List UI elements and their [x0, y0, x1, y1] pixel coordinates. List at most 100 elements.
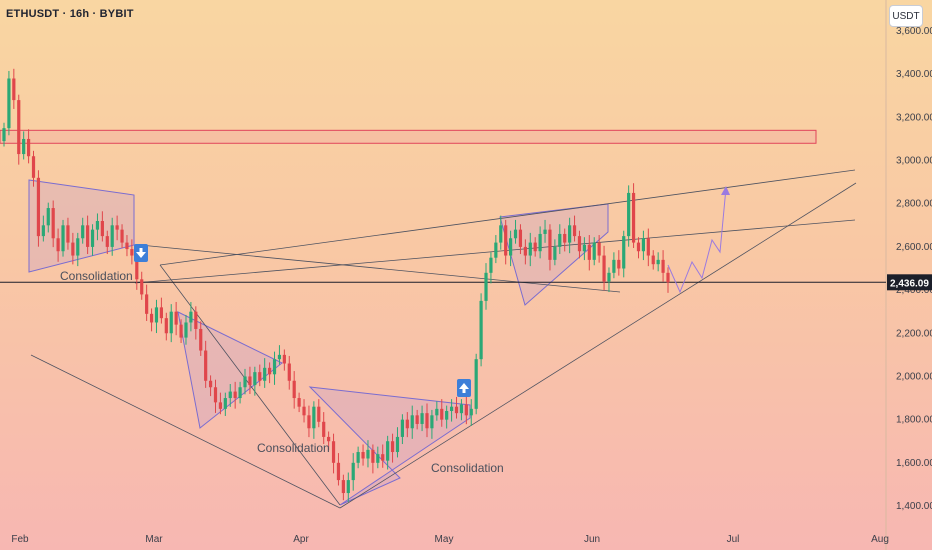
consolidation-annotation: Consolidation — [60, 269, 133, 283]
y-tick-label: 2,600.00 — [896, 242, 932, 253]
candle-body — [430, 415, 434, 429]
marker-stem — [139, 248, 143, 252]
candle-body — [218, 402, 223, 409]
candle-body — [135, 255, 139, 280]
candle-body — [454, 406, 459, 414]
candle-body — [504, 225, 508, 256]
candle-body — [51, 208, 55, 239]
candle-body — [425, 413, 429, 429]
candle-body — [115, 225, 119, 230]
candle-body — [400, 419, 404, 437]
projected-path — [667, 187, 727, 294]
x-tick-label: Feb — [11, 534, 29, 545]
x-tick-label: Jul — [727, 534, 740, 545]
candle-body — [61, 225, 65, 252]
candle-body — [120, 229, 124, 243]
candle-body — [341, 480, 345, 494]
candle-body — [140, 279, 144, 295]
candle-body — [213, 387, 218, 403]
candle-body — [184, 322, 188, 338]
y-tick-label: 2,400.00 — [896, 285, 932, 296]
candle-body — [651, 255, 655, 265]
candle-body — [479, 300, 483, 360]
candle-body — [568, 225, 572, 243]
candle-body — [130, 249, 134, 256]
trend-line — [159, 169, 856, 266]
marker-stem — [462, 389, 466, 393]
candle-body — [110, 225, 114, 247]
candle-body — [282, 354, 286, 364]
candle-body — [641, 238, 646, 252]
candle-body — [238, 387, 242, 399]
candle-body — [528, 242, 532, 256]
candle-body — [553, 246, 557, 260]
candle-body — [164, 318, 168, 334]
candle-body — [543, 229, 547, 234]
candle-body — [253, 372, 257, 386]
candle-body — [518, 229, 523, 247]
candle-body — [66, 225, 70, 243]
arrow-down-icon — [134, 244, 148, 262]
candle-body — [233, 391, 237, 399]
candle-body — [76, 238, 80, 256]
candle-body — [445, 411, 449, 420]
candle-body — [56, 238, 60, 252]
candle-body — [17, 100, 21, 155]
candle-body — [366, 449, 370, 459]
candle-body — [538, 233, 542, 252]
x-tick-label: Jun — [584, 534, 600, 545]
candle-body — [533, 242, 537, 252]
candle-body — [395, 436, 400, 453]
candle-body — [513, 229, 518, 239]
y-tick-label: 2,200.00 — [896, 328, 932, 339]
candle-body — [558, 233, 562, 247]
candle-body — [371, 449, 375, 463]
candle-body — [268, 367, 272, 375]
candle-body — [46, 208, 50, 226]
x-tick-label: Apr — [293, 534, 309, 545]
candle-body — [95, 221, 100, 230]
current-price-tag — [887, 274, 932, 291]
candle-body — [125, 242, 129, 250]
candle-body — [410, 415, 414, 429]
candle-body — [587, 244, 591, 260]
y-tick-label: 1,600.00 — [896, 458, 932, 469]
candle-body — [386, 441, 390, 461]
candle-body — [105, 236, 109, 247]
marker-arrow — [459, 383, 469, 389]
candle-body — [331, 441, 336, 463]
candle-body — [81, 225, 85, 239]
candle-body — [194, 311, 198, 329]
candle-body — [145, 294, 149, 314]
y-tick-label: 3,200.00 — [896, 112, 932, 123]
candle-body — [356, 452, 360, 463]
candle-body — [12, 78, 16, 101]
candle-body — [2, 128, 6, 142]
trend-line — [339, 182, 857, 509]
candle-body — [484, 272, 488, 301]
candle-body — [376, 454, 380, 463]
candle-body — [36, 177, 41, 237]
candle-body — [509, 238, 513, 256]
candle-body — [346, 480, 350, 494]
candle-body — [523, 246, 527, 256]
candle-body — [272, 359, 277, 375]
candle-body — [199, 328, 203, 351]
y-tick-label: 1,800.00 — [896, 415, 932, 426]
candle-body — [415, 415, 419, 424]
candle-body — [435, 408, 439, 416]
candle-body — [297, 398, 301, 407]
candle-body — [597, 242, 601, 256]
currency-button[interactable]: USDT — [889, 5, 923, 27]
candle-body — [223, 398, 227, 409]
candle-body — [381, 454, 385, 461]
y-tick-label: 3,400.00 — [896, 69, 932, 80]
candle-body — [499, 225, 503, 243]
trend-line — [30, 354, 341, 509]
candle-body — [612, 259, 616, 273]
x-tick-label: Aug — [871, 534, 889, 545]
candle-body — [248, 376, 252, 386]
x-tick-label: May — [435, 534, 454, 545]
